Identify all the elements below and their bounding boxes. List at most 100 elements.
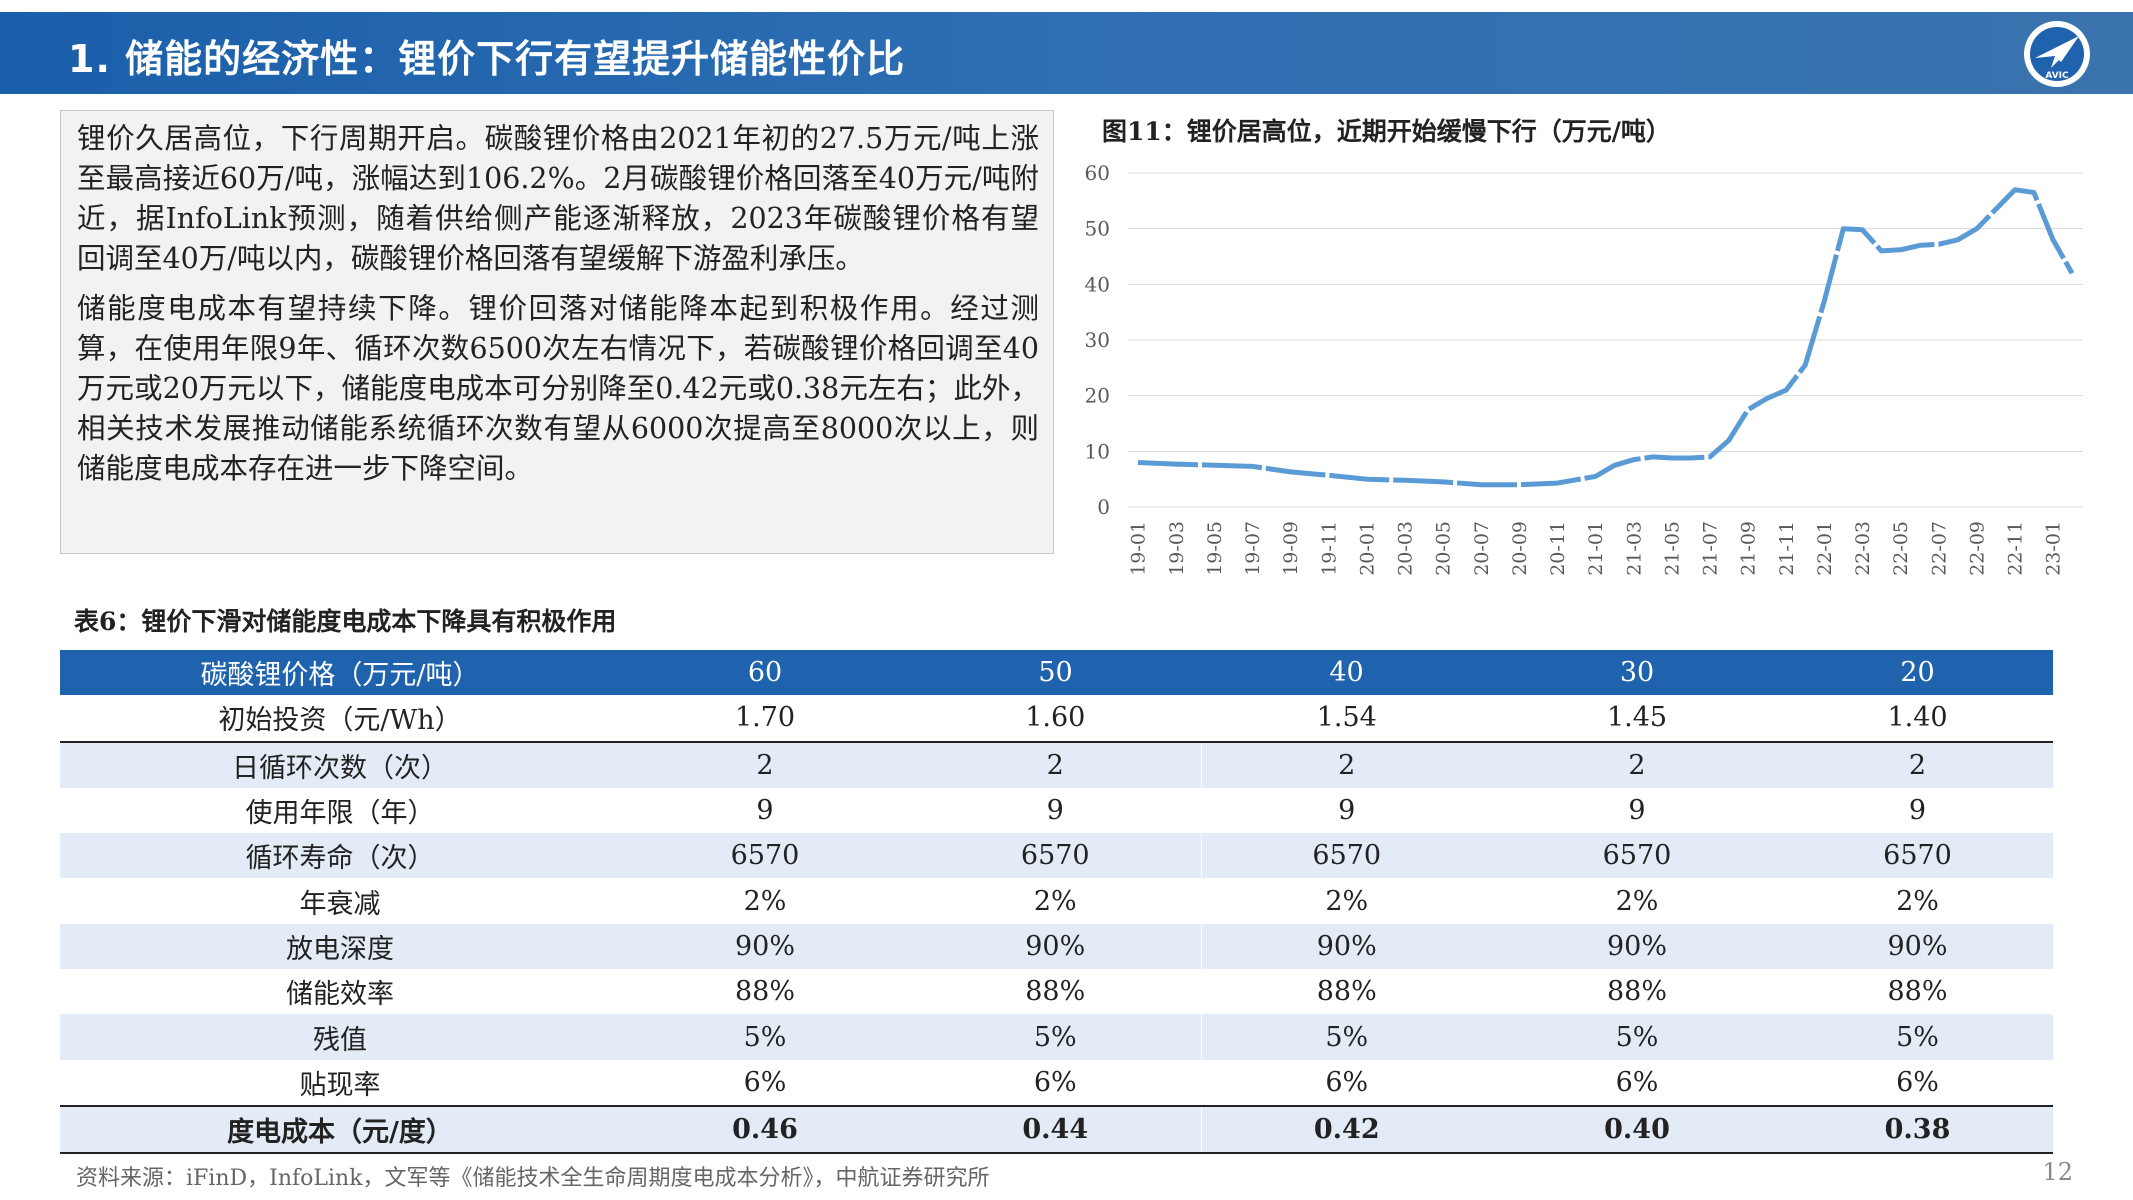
y-tick-label: 10 [1085,439,1110,463]
table-title: 表6：锂价下滑对储能度电成本下降具有积极作用 [74,607,617,636]
value-cell: 6% [1200,1059,1492,1106]
x-tick-label: 20-05 [1433,521,1455,576]
value-cell: 9 [620,787,910,834]
cost-table: 碳酸锂价格（万元/吨） 60 50 40 30 20 初始投资（元/Wh） 1.7… [60,650,2053,1155]
paragraph-lithium-price: 锂价久居高位，下行周期开启。碳酸锂价格由2021年初的27.5万元/吨上涨至最高… [77,122,1039,275]
x-tick-label: 21-09 [1738,521,1760,576]
value-cell: 2 [620,741,910,788]
x-tick-label: 20-11 [1547,521,1569,576]
x-tick-label: 20-03 [1395,521,1417,576]
table-row: 日循环次数（次） 2 2 2 2 2 [60,741,2053,788]
x-tick-label: 23-01 [2043,521,2065,576]
value-cell: 2% [620,878,910,924]
value-cell: 90% [1200,923,1492,970]
row-label-cell: 循环寿命（次） [60,833,620,879]
table-row: 循环寿命（次） 6570 6570 6570 6570 6570 [60,833,2053,879]
x-tick-label: 21-03 [1623,521,1645,576]
x-tick-label: 20-09 [1509,521,1531,576]
x-tick-label: 19-05 [1204,521,1226,576]
x-tick-label: 22-11 [2005,521,2027,576]
value-cell: 88% [1492,969,1782,1015]
value-cell: 9 [1492,787,1782,834]
value-cell: 2% [1782,878,2053,924]
value-cell: 90% [620,923,910,970]
header-cell: 碳酸锂价格（万元/吨） [60,650,620,696]
value-cell: 1.54 [1200,695,1492,743]
x-tick-label: 22-07 [1928,521,1950,576]
value-cell: 9 [1782,787,2053,834]
header-cell: 60 [620,650,910,696]
price-series-line [1137,187,2075,488]
summary-text-box: 锂价久居高位，下行周期开启。碳酸锂价格由2021年初的27.5万元/吨上涨至最高… [60,110,1054,554]
row-label-cell: 使用年限（年） [60,787,620,834]
value-cell: 88% [1782,969,2053,1015]
value-cell: 0.46 [620,1104,910,1155]
value-cell: 88% [620,969,910,1015]
x-tick-label: 21-01 [1585,521,1607,576]
value-cell: 5% [910,1014,1201,1060]
x-tick-label: 21-05 [1661,521,1683,576]
value-cell: 2 [1782,741,2053,788]
row-label-cell: 储能效率 [60,969,620,1015]
table-row: 残值 5% 5% 5% 5% 5% [60,1014,2053,1060]
value-cell: 2% [1492,878,1782,924]
value-cell: 1.45 [1492,695,1782,743]
value-cell: 2 [910,741,1201,788]
table-row: 储能效率 88% 88% 88% 88% 88% [60,969,2053,1015]
page-title: 1. 储能的经济性：锂价下行有望提升储能性价比 [68,37,906,81]
chart-title: 图11：锂价居高位，近期开始缓慢下行（万元/吨） [1102,117,1671,146]
value-cell: 6570 [910,833,1201,879]
value-cell: 2% [1200,878,1492,924]
y-tick-label: 50 [1085,217,1110,241]
logo-text: AVIC [2045,71,2069,81]
table-row: 贴现率 6% 6% 6% 6% 6% [60,1059,2053,1106]
paragraph-storage-cost: 储能度电成本有望持续下降。锂价回落对储能降本起到积极作用。经过测算，在使用年限9… [77,292,1039,485]
value-cell: 1.40 [1782,695,2053,743]
value-cell: 88% [1200,969,1492,1015]
value-cell: 5% [620,1014,910,1060]
header-cell: 30 [1492,650,1782,696]
value-cell: 1.60 [910,695,1201,743]
table-header-row: 碳酸锂价格（万元/吨） 60 50 40 30 20 [60,650,2053,696]
value-cell: 0.40 [1492,1104,1782,1155]
value-cell: 1.70 [620,695,910,743]
value-cell: 9 [910,787,1201,834]
value-cell: 6570 [1782,833,2053,879]
value-cell: 6570 [620,833,910,879]
avic-logo-icon: AVIC [2024,21,2090,87]
value-cell: 90% [910,923,1201,970]
value-cell: 0.38 [1782,1104,2053,1155]
row-label-cell: 年衰减 [60,878,620,924]
value-cell: 90% [1782,923,2053,970]
value-cell: 6% [910,1059,1201,1106]
x-tick-label: 22-03 [1852,521,1874,576]
lithium-price-chart: 0 10 20 30 40 50 60 19-01 19-03 19-05 19-07 19-09 19… [1085,161,2083,576]
value-cell: 5% [1200,1014,1492,1060]
y-tick-label: 30 [1085,328,1110,352]
table-row: 度电成本（元/度） 0.46 0.44 0.42 0.40 0.38 [60,1104,2053,1155]
value-cell: 0.42 [1200,1104,1492,1155]
value-cell: 5% [1782,1014,2053,1060]
table-row: 放电深度 90% 90% 90% 90% 90% [60,923,2053,970]
table-row: 初始投资（元/Wh） 1.70 1.60 1.54 1.45 1.40 [60,695,2053,743]
value-cell: 6% [620,1059,910,1106]
table-row: 使用年限（年） 9 9 9 9 9 [60,787,2053,834]
value-cell: 2 [1200,741,1492,788]
x-tick-label: 20-01 [1356,521,1378,576]
y-tick-label: 40 [1085,272,1110,296]
value-cell: 6% [1492,1059,1782,1106]
table-row: 年衰减 2% 2% 2% 2% 2% [60,878,2053,924]
header-cell: 40 [1201,650,1492,696]
x-tick-label: 21-07 [1700,521,1722,576]
value-cell: 2 [1492,741,1782,788]
row-label-cell: 残值 [60,1014,620,1060]
x-tick-label: 19-03 [1166,521,1188,576]
row-label-cell: 度电成本（元/度） [60,1104,620,1155]
header-cell: 20 [1782,650,2053,696]
x-tick-label: 19-09 [1280,521,1302,576]
value-cell: 6% [1782,1059,2053,1106]
y-tick-label: 20 [1085,384,1110,408]
value-cell: 6570 [1492,833,1782,879]
y-tick-label: 0 [1097,495,1110,519]
header-cell: 50 [910,650,1201,696]
